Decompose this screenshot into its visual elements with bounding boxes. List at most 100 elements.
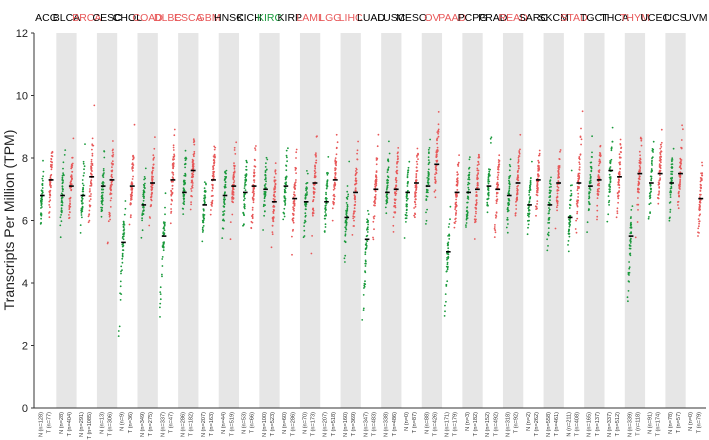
data-point: [88, 204, 91, 207]
data-point: [214, 156, 216, 159]
data-point: [363, 287, 365, 289]
data-point: [60, 192, 63, 195]
data-point: [627, 273, 630, 275]
data-point: [312, 190, 315, 193]
data-point: [354, 197, 356, 200]
data-point: [293, 199, 296, 202]
data-point: [193, 150, 196, 153]
data-point: [659, 170, 661, 173]
data-point: [68, 208, 71, 211]
data-point: [489, 168, 491, 171]
data-point: [110, 173, 113, 176]
data-point: [416, 147, 419, 150]
data-point: [444, 310, 446, 313]
data-point: [537, 165, 539, 168]
data-point: [191, 176, 194, 179]
data-point: [344, 234, 347, 237]
data-point: [172, 158, 174, 161]
data-point: [536, 182, 539, 185]
data-point: [273, 187, 276, 190]
category-band: [665, 33, 686, 408]
data-point: [637, 183, 640, 185]
data-point: [62, 188, 64, 191]
data-point: [393, 201, 396, 204]
data-point: [182, 213, 185, 216]
data-point: [41, 177, 44, 180]
data-point: [212, 172, 215, 175]
data-point: [161, 275, 163, 278]
data-point: [252, 201, 255, 204]
data-point: [40, 199, 43, 201]
data-point: [245, 159, 248, 162]
data-point: [396, 158, 399, 161]
data-point: [477, 156, 480, 159]
data-point: [447, 243, 449, 246]
data-point: [515, 198, 518, 201]
data-point: [120, 265, 123, 268]
data-point: [486, 201, 489, 204]
data-point: [528, 194, 530, 196]
normal-n-label: N (n=347): [363, 412, 369, 437]
data-point: [468, 171, 471, 174]
data-point: [62, 172, 64, 175]
data-point: [375, 163, 378, 166]
data-point: [101, 199, 104, 202]
normal-n-label: N (n=0): [688, 412, 694, 431]
data-point: [446, 252, 449, 255]
data-point: [437, 131, 440, 133]
data-point: [346, 198, 349, 200]
data-point: [130, 186, 133, 189]
data-point: [222, 218, 225, 221]
data-point: [506, 217, 509, 219]
data-point: [538, 152, 541, 155]
data-point: [495, 211, 498, 214]
data-point: [235, 141, 238, 144]
data-point: [305, 194, 308, 197]
data-point: [151, 176, 154, 179]
data-point: [313, 170, 316, 172]
data-point: [405, 211, 408, 214]
data-point: [598, 152, 601, 154]
data-point: [456, 178, 458, 181]
data-point: [497, 174, 500, 176]
category-band: [178, 33, 199, 408]
data-point: [111, 169, 114, 172]
tumor-n-label: T (n=1085): [87, 412, 93, 440]
data-point: [630, 226, 632, 229]
data-point: [407, 169, 409, 172]
data-point: [678, 183, 681, 186]
data-point: [295, 179, 297, 181]
data-point: [361, 319, 364, 321]
data-point: [293, 203, 296, 206]
data-point: [413, 214, 415, 217]
data-point: [326, 180, 329, 183]
data-point: [263, 210, 266, 213]
data-point: [698, 220, 701, 223]
data-point: [101, 206, 104, 209]
data-point: [678, 194, 680, 197]
data-point: [159, 293, 162, 295]
data-point: [416, 156, 418, 158]
data-point: [313, 174, 316, 177]
data-point: [448, 223, 451, 225]
category-label: THCA: [600, 12, 629, 24]
data-point: [355, 172, 358, 175]
data-point: [395, 192, 398, 195]
data-point: [64, 149, 67, 152]
data-point: [61, 174, 64, 177]
data-point: [264, 178, 266, 181]
data-point: [474, 203, 477, 206]
data-point: [325, 213, 327, 216]
data-point: [334, 171, 337, 174]
data-point: [161, 256, 164, 258]
data-point: [163, 226, 165, 229]
data-point: [508, 176, 511, 179]
data-point: [426, 208, 428, 211]
category-label: TGCT: [580, 12, 609, 24]
data-point: [150, 196, 153, 198]
data-point: [42, 170, 45, 173]
normal-n-label: N (n=207): [323, 412, 329, 437]
data-point: [465, 215, 468, 218]
data-point: [71, 164, 74, 167]
data-point: [159, 306, 161, 309]
